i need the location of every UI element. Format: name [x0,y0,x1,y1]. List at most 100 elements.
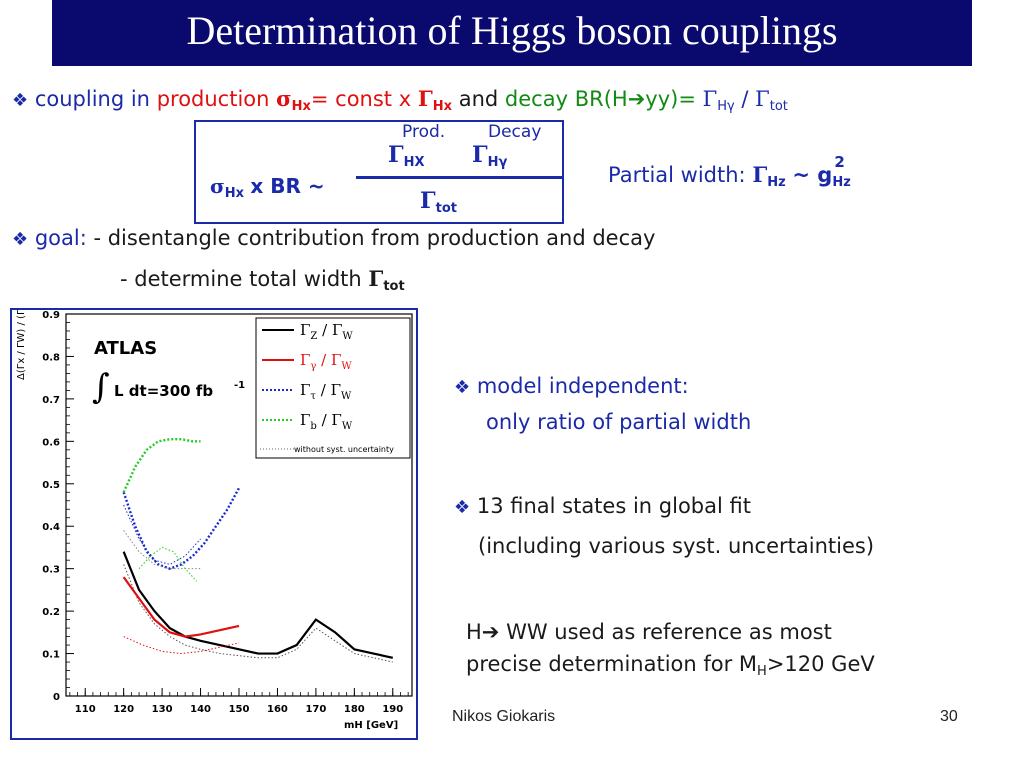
note-model-independent: ❖ model independent: [454,374,689,398]
legend-gamma: Γ [300,321,310,339]
legend-entry-1: Γγ / ΓW [300,351,352,372]
series-b_low-line [138,546,198,582]
note2-line1: 13 final states in global fit [476,494,751,518]
pw-hz-sub: Hz [767,175,786,190]
note1-line2: only ratio of partial width [486,410,752,434]
num-sub-2: Hγ [487,155,508,170]
formula-sigma: σ [210,174,225,198]
title-bar: Determination of Higgs boson couplings [52,0,972,66]
legend-gamma2: Γ [331,411,341,429]
series-Z-line [122,551,394,659]
legend-sub2: W [342,331,353,342]
diamond-bullet-icon: ❖ [12,229,29,250]
goal-label: goal: [34,226,87,250]
y-tick-label: 0.3 [42,565,60,576]
legend-slash: / [316,351,331,369]
note3-line1: WW used as reference as most [499,620,832,644]
pw-hz2-sub: Hz [832,175,851,190]
slide-title: Determination of Higgs boson couplings [186,8,838,53]
note-ww: H➔ WW used as reference as most [466,620,832,644]
coupling-line: ❖ coupling in production σHx= const x ΓH… [12,86,788,114]
x-tick-label: 140 [190,704,211,715]
series-tau_nosyst-line [123,504,201,565]
den-gamma: Γ [420,188,436,214]
formula-hx-sub: Hx [224,186,245,201]
den-sub: tot [435,201,457,216]
tot-subscript: tot [769,99,788,114]
legend-sub: b [310,421,316,432]
note-final-states: ❖ 13 final states in global fit [454,494,751,518]
y-tick-label: 0.7 [42,395,60,406]
note3-line2b: >120 GeV [766,652,875,676]
decay-label: Decay [488,122,542,142]
x-tick-label: 130 [152,704,173,715]
note3-mh-sub: H [757,664,767,679]
diamond-bullet-icon: ❖ [12,90,29,111]
plot-frame: 110 120 130 140 150 160 170 180 190 0 0.1 0.2 0.3 0.… [10,274,418,740]
yy-text: yy)= [645,87,696,111]
pw-tilde-g: ~ g [792,163,833,187]
series-gamma_nosyst-line [123,636,240,655]
legend-note: without syst. uncertainty [294,445,394,454]
arrow-icon: ➔ [627,87,646,111]
legend-gamma: Γ [300,381,310,399]
legend-box [255,317,411,459]
numerator-hy: ΓHγ [472,142,507,170]
x-tick-label: 190 [382,704,403,715]
x-tick-label: 160 [267,704,288,715]
denominator-tot: Γtot [420,188,457,216]
decay-word: decay [504,87,569,111]
y-tick-label: 0.9 [42,310,60,321]
lumi-text: L dt=300 fb [114,382,213,400]
footer-author: Nikos Giokaris [452,708,556,725]
and-word: and [458,87,499,111]
num-sub-1: HX [403,155,425,170]
integral-symbol: ∫ [92,367,110,407]
coupling-plot: 110 120 130 140 150 160 170 180 190 0 0.1 0.2 0.3 0.… [16,274,413,731]
pw-sup: 2 [834,153,845,171]
legend-entry-3: Γb / ΓW [300,411,353,432]
legend-sub2: W [342,421,353,432]
coupling-text: coupling in [34,87,150,111]
page-number: 30 [940,708,958,725]
legend-sub: Z [310,331,317,342]
legend-sub2: W [341,361,352,372]
gamma-hy-symbol: Γ [702,87,718,111]
legend-gamma2: Γ [331,351,341,369]
y-tick-label: 0 [53,692,60,703]
goal-item-2: - determine total width [120,267,362,291]
y-tick-label: 0.8 [42,352,60,363]
formula-box: σHx x BR ~ Prod. Decay ΓHX ΓHγ Γtot [194,120,564,224]
legend-slash: / [317,321,332,339]
numerator-hx: ΓHX [388,142,425,170]
lumi-exponent: -1 [234,380,245,391]
goal-line-2: - determine total width Γtot [120,266,405,294]
series-gamma-line [122,576,240,638]
y-tick-label: 0.4 [42,522,60,533]
sigma-br-expression: σHx x BR ~ [210,174,325,201]
y-tick-label: 0.2 [42,607,60,618]
y-tick-label: 0.6 [42,437,60,448]
x-axis-label: mH [GeV] [344,720,398,731]
legend-sub: τ [310,391,316,402]
series-tau-line [122,487,241,570]
note3-h: H [466,620,482,644]
legend-gamma: Γ [300,411,310,429]
y-axis-label: Δ(Γx / ΓW) / (Γx / ΓW) [16,310,27,380]
legend-slash: / [316,381,331,399]
arrow-icon: ➔ [481,620,500,644]
num-gamma-2: Γ [472,142,488,168]
x-tick-label: 150 [229,704,250,715]
partial-width-label: Partial width: [608,163,746,187]
series-misc_gray-line [123,530,201,570]
gamma-subscript: Hx [432,99,453,114]
legend-sub: γ [310,361,316,372]
pw-gamma: Γ [752,162,768,187]
goal-gamma: Γ [368,266,384,291]
const-text: = const x [310,87,412,111]
gamma-symbol: Γ [417,86,433,111]
x-tick-label: 110 [75,704,96,715]
formula-xbr: x BR ~ [250,174,325,198]
legend-entry-0: ΓZ / ΓW [300,321,353,342]
fraction-bar [356,176,562,179]
